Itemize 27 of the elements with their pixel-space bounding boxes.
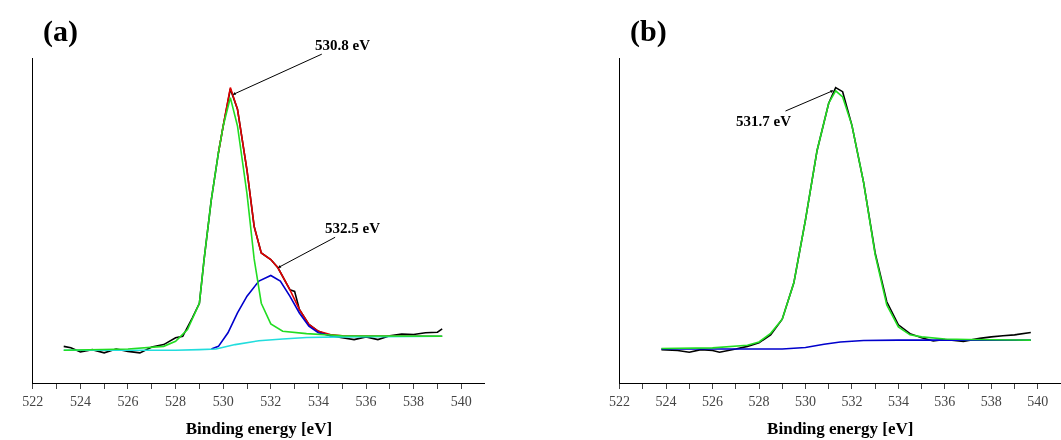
x-tick-label: 530 xyxy=(212,393,234,409)
x-tick-label: 538 xyxy=(980,393,1002,409)
x-tick-label: 532 xyxy=(841,393,863,409)
annotation: 532.5 eV xyxy=(325,220,381,236)
x-axis-title: Binding energy [eV] xyxy=(767,419,914,439)
x-tick-label: 532 xyxy=(260,393,282,409)
x-tick-label: 522 xyxy=(22,393,44,409)
x-tick-label: 526 xyxy=(117,393,139,409)
x-axis-title: Binding energy [eV] xyxy=(185,419,333,439)
x-tick-label: 524 xyxy=(655,393,677,409)
annotation: 531.7 eV xyxy=(736,113,792,129)
x-tick-label: 530 xyxy=(794,393,816,409)
x-tick-label: 522 xyxy=(609,393,631,409)
x-tick-label: 526 xyxy=(702,393,724,409)
x-tick-label: 528 xyxy=(748,393,770,409)
annotation: 530.8 eV xyxy=(315,37,371,53)
x-tick-label: 536 xyxy=(355,393,377,409)
x-tick-label: 534 xyxy=(887,393,909,409)
x-tick-label: 534 xyxy=(307,393,329,409)
chart-title: (a) xyxy=(43,14,78,48)
x-tick-label: 540 xyxy=(450,393,472,409)
x-tick-label: 538 xyxy=(403,393,425,409)
x-tick-label: 524 xyxy=(69,393,91,409)
x-tick-label: 536 xyxy=(934,393,956,409)
x-tick-label: 540 xyxy=(1027,393,1049,409)
x-tick-label: 528 xyxy=(165,393,187,409)
chart-title: (b) xyxy=(630,14,667,48)
